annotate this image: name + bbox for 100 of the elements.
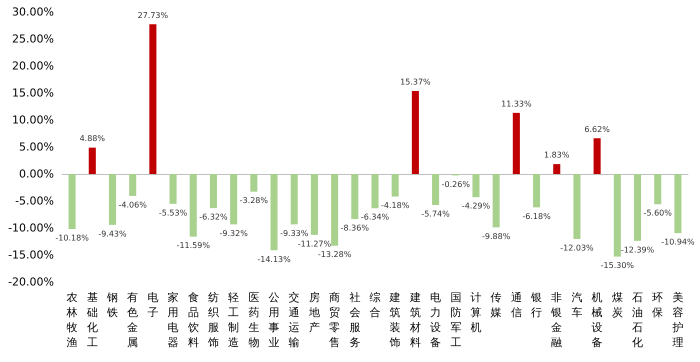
bar (553, 164, 560, 174)
data-label: -9.33% (280, 228, 309, 238)
bar (129, 174, 136, 196)
data-label: -0.26% (442, 180, 470, 189)
bar (331, 174, 338, 246)
data-label: -3.28% (240, 196, 268, 206)
data-label: 6.62% (584, 124, 610, 134)
x-tick-label: 电力设备 (430, 291, 442, 349)
x-tick-label: 综合 (370, 291, 380, 319)
bar (371, 174, 379, 208)
bar (392, 174, 399, 197)
x-tick-label: 纺织服饰 (206, 291, 219, 349)
y-tick-label: 0.00% (19, 168, 54, 180)
x-tick-label: 环保 (652, 291, 664, 319)
y-tick-label: 30.00% (12, 6, 54, 18)
bar (594, 138, 601, 174)
x-tick-label: 商贸零售 (329, 291, 340, 349)
bar (512, 112, 520, 174)
data-label: -14.13% (257, 254, 292, 264)
bar (108, 174, 116, 225)
y-tick-label: -15.00% (8, 248, 54, 262)
bar (634, 174, 642, 241)
x-tick-label: 非银金融 (550, 291, 562, 349)
data-label: -15.30% (600, 261, 634, 270)
data-label: 15.37% (400, 78, 432, 86)
y-tick-label: 10.00% (12, 114, 54, 126)
data-label: -13.28% (318, 250, 352, 260)
x-tick-label: 食品饮料 (186, 291, 199, 349)
x-tick-label: 交通运输 (288, 291, 300, 349)
y-tick-label: -10.00% (8, 222, 54, 234)
bar (573, 174, 580, 239)
data-label: -4.18% (381, 201, 410, 210)
data-label: 1.83% (544, 150, 570, 160)
bar (290, 174, 298, 224)
bar (230, 174, 238, 224)
y-tick-label: -5.00% (15, 194, 54, 208)
y-tick-label: 25.00% (12, 32, 54, 46)
data-label: -6.34% (360, 212, 390, 222)
data-label: -10.18% (55, 233, 90, 242)
bar (190, 174, 197, 237)
bar (432, 174, 440, 205)
x-tick-label: 石油石化 (632, 291, 644, 349)
bar (492, 174, 500, 228)
x-tick-label: 银行 (530, 291, 542, 319)
bar (614, 174, 621, 257)
data-label: -6.32% (199, 212, 228, 222)
y-tick-label: -20.00% (8, 276, 54, 288)
data-label: -9.88% (482, 232, 511, 241)
data-label: 4.88% (80, 134, 106, 144)
bar (310, 174, 318, 235)
x-tick-label: 美容护理 (671, 291, 684, 349)
data-label: 11.33% (501, 99, 532, 108)
x-tick-label: 煤炭 (612, 291, 623, 319)
x-tick-label: 基础化工 (86, 291, 98, 349)
data-label: -12.39% (620, 245, 655, 254)
x-tick-label: 计算机 (470, 291, 482, 334)
x-tick-label: 有色金属 (127, 291, 138, 349)
data-label: -4.06% (118, 200, 148, 210)
x-tick-label: 通信 (510, 291, 522, 319)
x-tick-label: 医药生物 (248, 291, 260, 349)
data-label: -8.36% (340, 224, 370, 233)
bar (170, 174, 177, 204)
data-label: -12.03% (560, 243, 594, 252)
x-tick-label: 房地产 (308, 291, 320, 334)
data-label: -9.43% (98, 229, 128, 238)
data-label: -5.74% (421, 209, 450, 218)
x-tick-label: 电子 (147, 291, 158, 319)
bar (351, 174, 358, 220)
bar (533, 174, 540, 208)
bar (270, 174, 278, 250)
data-label: -5.60% (644, 208, 672, 218)
data-label: -9.32% (219, 228, 248, 238)
x-tick-label: 轻工制造 (228, 291, 240, 349)
x-tick-label: 国防军工 (450, 291, 462, 349)
data-label: -11.27% (298, 239, 332, 248)
bar (654, 174, 662, 204)
x-tick-label: 农林牧渔 (66, 291, 78, 349)
bar (472, 174, 480, 198)
y-tick-label: 15.00% (12, 86, 54, 100)
bar (210, 174, 217, 208)
x-tick-label: 公用事业 (268, 291, 280, 349)
bar (250, 174, 258, 192)
x-tick-label: 社会服务 (349, 291, 360, 349)
x-tick-label: 建筑材料 (408, 291, 421, 349)
data-label: 27.73% (138, 10, 169, 20)
x-tick-label: 传媒 (490, 291, 502, 319)
data-label: -11.59% (176, 241, 210, 250)
x-tick-label: 汽车 (571, 291, 582, 319)
x-tick-label: 建筑装饰 (388, 291, 401, 349)
bar (88, 148, 96, 174)
bar (149, 24, 156, 174)
x-tick-label: 家用电器 (168, 291, 179, 349)
bar (674, 174, 682, 234)
data-label: -5.53% (158, 208, 188, 218)
x-tick-label: 钢铁 (106, 291, 118, 319)
y-tick-label: 20.00% (12, 60, 54, 72)
data-label: -6.18% (522, 212, 552, 221)
x-tick-label: 机械设备 (592, 291, 603, 349)
bar (68, 174, 76, 229)
data-label: -10.94% (661, 238, 695, 247)
